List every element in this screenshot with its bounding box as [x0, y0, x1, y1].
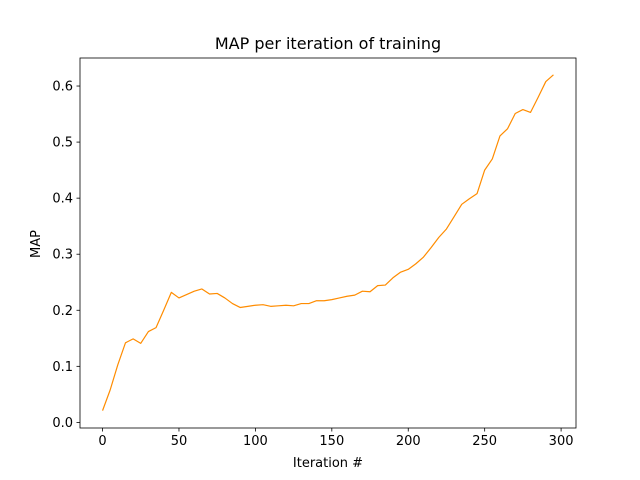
x-tick-label: 300	[549, 434, 574, 449]
y-tick-label: 0.4	[52, 192, 73, 207]
x-tick-label: 250	[472, 434, 497, 449]
y-axis-ticks: 0.0 0.1 0.2 0.3 0.4 0.5 0.6	[52, 80, 80, 431]
plot-area	[79, 57, 577, 429]
y-tick-label: 0.1	[52, 360, 73, 375]
x-tick-label: 100	[243, 434, 268, 449]
x-axis-label: Iteration #	[293, 456, 363, 471]
x-tick-label: 50	[171, 434, 188, 449]
series-line-0	[101, 74, 554, 411]
y-tick-label: 0.6	[52, 80, 73, 95]
y-tick-label: 0.3	[52, 248, 73, 263]
x-tick-label: 200	[396, 434, 421, 449]
y-axis-label: MAP	[29, 230, 44, 258]
x-axis-ticks: 0 50 100 150 200 250 300	[98, 428, 574, 449]
y-tick-label: 0.2	[52, 304, 73, 319]
axes-frame	[79, 57, 577, 429]
chart-title: MAP per iteration of training	[215, 34, 441, 53]
y-tick-label: 0.5	[52, 136, 73, 151]
y-tick-label: 0.0	[52, 416, 73, 431]
x-tick-label: 0	[98, 434, 106, 449]
x-tick-label: 150	[319, 434, 344, 449]
